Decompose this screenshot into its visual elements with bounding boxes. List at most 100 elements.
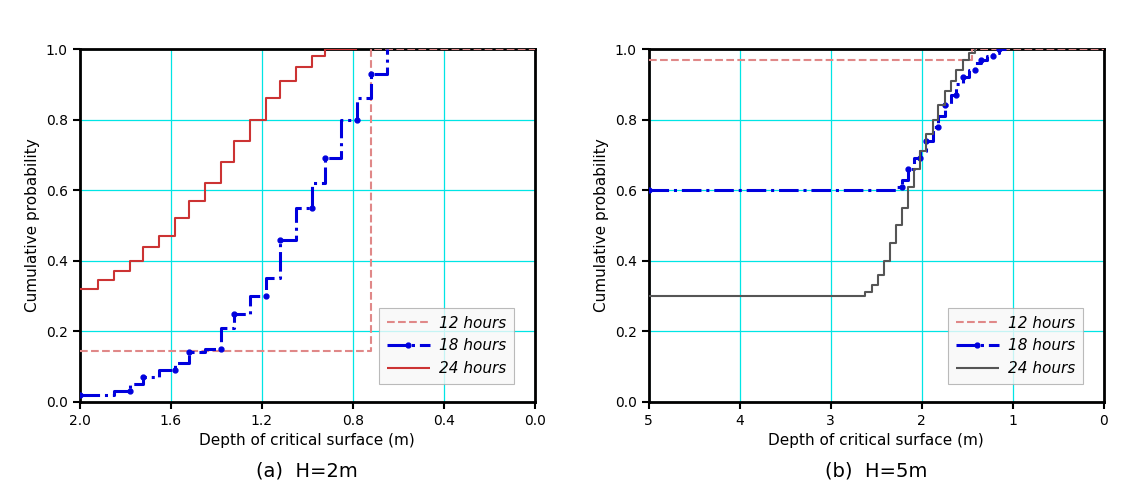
Line: 24 hours: 24 hours [80, 49, 357, 289]
12 hours [965, 46, 979, 52]
24 hours [894, 205, 908, 211]
24 hours [876, 272, 890, 278]
18 hours [319, 155, 332, 161]
18 hours [123, 388, 137, 394]
24 hours [926, 131, 940, 137]
24 hours [931, 117, 945, 122]
24 hours [198, 180, 212, 186]
12 hours [965, 57, 979, 63]
18 hours [890, 187, 904, 193]
24 hours [901, 184, 915, 190]
18 hours [273, 237, 287, 243]
18 hours [981, 57, 995, 63]
18 hours [152, 367, 166, 373]
24 hours [876, 258, 890, 264]
X-axis label: Depth of critical surface (m): Depth of critical surface (m) [199, 433, 415, 448]
24 hours [123, 269, 137, 274]
Legend: 12 hours, 18 hours, 24 hours: 12 hours, 18 hours, 24 hours [948, 308, 1082, 384]
24 hours [198, 198, 212, 204]
24 hours [858, 293, 872, 299]
18 hours [956, 74, 970, 80]
Line: 18 hours: 18 hours [646, 47, 1008, 193]
24 hours [351, 46, 364, 52]
24 hours [920, 148, 933, 154]
12 hours [642, 57, 655, 63]
18 hours [949, 81, 963, 87]
18 hours [945, 92, 958, 98]
24 hours [865, 290, 879, 295]
18 hours [168, 367, 182, 373]
18 hours [967, 67, 981, 73]
18 hours [123, 381, 137, 387]
X-axis label: Depth of critical surface (m): Depth of critical surface (m) [768, 433, 984, 448]
Text: (b)  H=5m: (b) H=5m [825, 461, 927, 480]
18 hours [289, 237, 303, 243]
24 hours [244, 117, 257, 122]
18 hours [986, 49, 999, 55]
24 hours [319, 46, 332, 52]
18 hours [305, 180, 319, 186]
18 hours [901, 176, 915, 182]
24 hours [305, 53, 319, 59]
18 hours [182, 349, 196, 355]
18 hours [926, 123, 940, 129]
Text: (a)  H=2m: (a) H=2m [256, 461, 358, 480]
24 hours [949, 78, 963, 84]
24 hours [107, 277, 121, 283]
18 hours [107, 388, 121, 394]
18 hours [894, 176, 908, 182]
18 hours [992, 46, 1006, 52]
18 hours [259, 275, 273, 281]
24 hours [938, 88, 951, 94]
24 hours [913, 166, 926, 172]
18 hours [244, 311, 257, 317]
24 hours [168, 233, 182, 239]
18 hours [913, 155, 926, 161]
18 hours [890, 184, 904, 190]
12 hours [73, 348, 86, 354]
18 hours [107, 392, 121, 398]
24 hours [967, 46, 981, 52]
18 hours [259, 293, 273, 299]
Line: 18 hours: 18 hours [77, 47, 389, 397]
18 hours [319, 180, 332, 186]
18 hours [963, 67, 976, 73]
18 hours [974, 60, 988, 66]
18 hours [956, 81, 970, 87]
24 hours [305, 64, 319, 70]
18 hours [945, 102, 958, 108]
24 hours [273, 96, 287, 101]
24 hours [956, 67, 970, 73]
18 hours [228, 311, 241, 317]
24 hours [335, 46, 348, 52]
18 hours [908, 155, 922, 161]
Line: 12 hours: 12 hours [80, 49, 535, 351]
24 hours [214, 159, 228, 165]
18 hours [974, 57, 988, 63]
24 hours [865, 282, 879, 288]
18 hours [335, 155, 348, 161]
24 hours [872, 272, 885, 278]
24 hours [351, 46, 364, 52]
24 hours [938, 102, 951, 108]
24 hours [73, 286, 86, 292]
18 hours [168, 360, 182, 366]
18 hours [364, 71, 378, 76]
18 hours [894, 184, 908, 190]
12 hours [364, 46, 378, 52]
24 hours [91, 286, 105, 292]
24 hours [913, 148, 926, 154]
24 hours [963, 57, 976, 63]
18 hours [901, 166, 915, 172]
18 hours [152, 374, 166, 380]
24 hours [137, 244, 150, 249]
24 hours [289, 64, 303, 70]
24 hours [107, 269, 121, 274]
18 hours [182, 360, 196, 366]
24 hours [319, 53, 332, 59]
24 hours [335, 46, 348, 52]
24 hours [182, 198, 196, 204]
24 hours [963, 49, 976, 55]
24 hours [967, 49, 981, 55]
24 hours [945, 88, 958, 94]
